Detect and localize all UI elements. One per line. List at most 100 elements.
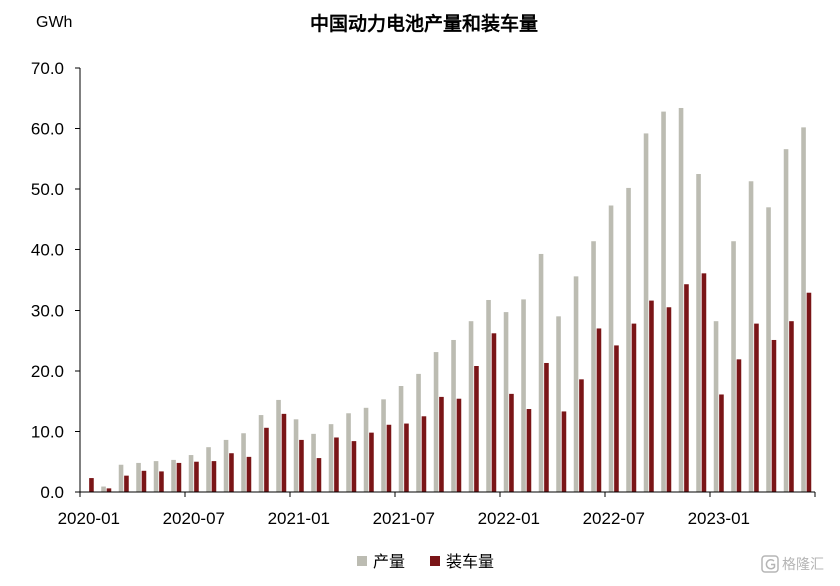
series-1-bar <box>696 174 701 492</box>
y-tick-label: 30.0 <box>31 301 64 320</box>
y-tick-label: 0.0 <box>40 483 64 502</box>
series-2-bar <box>719 394 724 492</box>
series-1-bar <box>713 321 719 492</box>
series-1-bar <box>678 107 684 492</box>
series-2-bar <box>316 458 322 492</box>
series-1-bar <box>328 424 334 492</box>
chart-title: 中国动力电池产量和装车量 <box>310 12 538 35</box>
x-tick-label: 2020-01 <box>58 509 120 528</box>
series-1-bar <box>398 386 404 492</box>
legend-label-series-1: 产量 <box>373 553 405 571</box>
series-2-bar <box>246 456 252 492</box>
series-1-bar <box>538 253 544 492</box>
series-2-bar <box>684 284 689 492</box>
series-1-bar <box>346 413 351 492</box>
series-2-bar <box>404 423 409 492</box>
series-1-bar <box>643 133 649 493</box>
series-2-bar <box>736 359 742 492</box>
x-tick-label: 2023-01 <box>688 509 750 528</box>
y-tick-label: 40.0 <box>31 241 64 260</box>
series-1-bar <box>136 462 141 492</box>
series-1-bar <box>118 464 124 492</box>
y-axis-unit-label: GWh <box>36 14 72 31</box>
series-1-bar <box>661 111 666 493</box>
series-1-bar <box>731 241 736 492</box>
series-1-bar <box>171 459 176 492</box>
series-2-bar <box>351 441 357 492</box>
legend-swatch-series-2 <box>430 556 440 566</box>
series-1-bar <box>153 461 159 492</box>
series-2-bar <box>474 366 479 492</box>
series-2-bar <box>281 413 287 492</box>
x-tick-label: 2021-01 <box>268 509 330 528</box>
series-1-bar <box>748 181 754 492</box>
series-1-bar <box>556 316 561 492</box>
series-1-bar <box>486 299 491 492</box>
series-1-bar <box>258 415 264 492</box>
x-tick-label: 2020-07 <box>163 509 225 528</box>
series-1-bar <box>241 433 246 492</box>
bars-layer <box>89 107 812 493</box>
y-tick-label: 60.0 <box>31 120 64 139</box>
series-1-bar <box>276 399 281 492</box>
x-tick-label: 2022-01 <box>478 509 540 528</box>
series-1-bar <box>293 419 299 492</box>
series-2-bar <box>176 462 182 492</box>
y-tick-label: 50.0 <box>31 180 64 199</box>
series-1-bar <box>381 399 386 492</box>
series-1-bar <box>363 407 369 492</box>
series-2-bar <box>211 461 217 492</box>
series-2-bar <box>806 292 812 492</box>
series-2-bar <box>631 323 637 492</box>
series-2-bar <box>561 411 567 492</box>
x-tick-label: 2022-07 <box>583 509 645 528</box>
series-2-bar <box>666 307 672 492</box>
series-2-bar <box>526 409 532 492</box>
series-1-bar <box>521 299 526 492</box>
gelonghui-logo-icon <box>761 555 779 573</box>
series-1-bar <box>468 321 474 492</box>
series-2-bar <box>141 470 147 492</box>
series-1-bar <box>783 149 789 493</box>
series-2-bar <box>334 437 339 492</box>
axes-layer: 0.0 10.0 20.0 30.0 40.0 50.0 60.0 70.0 2020-01 20… <box>31 59 816 528</box>
series-1-bar <box>451 339 456 492</box>
series-2-bar <box>124 475 129 492</box>
series-1-bar <box>608 205 614 492</box>
series-2-bar <box>456 398 462 492</box>
series-2-bar <box>421 416 427 492</box>
watermark: 格隆汇 <box>761 555 824 573</box>
series-1-bar <box>416 373 421 492</box>
series-2-bar <box>789 321 794 492</box>
series-2-bar <box>754 323 759 492</box>
legend: 产量 装车量 <box>357 553 494 571</box>
series-1-bar <box>223 439 229 492</box>
series-1-bar <box>311 433 316 492</box>
series-2-bar <box>509 393 514 492</box>
series-2-bar <box>89 478 94 492</box>
y-tick-label: 70.0 <box>31 59 64 78</box>
series-1-bar <box>206 447 211 492</box>
series-2-bar <box>194 461 199 492</box>
series-2-bar <box>701 273 707 492</box>
series-2-bar <box>439 396 444 492</box>
series-2-bar <box>369 432 374 492</box>
series-1-bar <box>433 352 439 492</box>
watermark-text: 格隆汇 <box>782 556 824 572</box>
series-1-bar <box>503 312 509 492</box>
series-2-bar <box>649 300 654 492</box>
series-1-bar <box>101 486 106 492</box>
series-1-bar <box>188 455 194 492</box>
series-2-bar <box>544 362 549 492</box>
series-2-bar <box>491 333 497 492</box>
series-2-bar <box>771 339 777 492</box>
series-1-bar <box>801 127 806 493</box>
series-2-bar <box>264 427 269 492</box>
series-1-bar <box>591 241 596 492</box>
series-2-bar <box>159 471 164 492</box>
legend-label-series-2: 装车量 <box>446 553 494 571</box>
series-2-bar <box>229 453 234 492</box>
series-1-bar <box>626 187 631 492</box>
